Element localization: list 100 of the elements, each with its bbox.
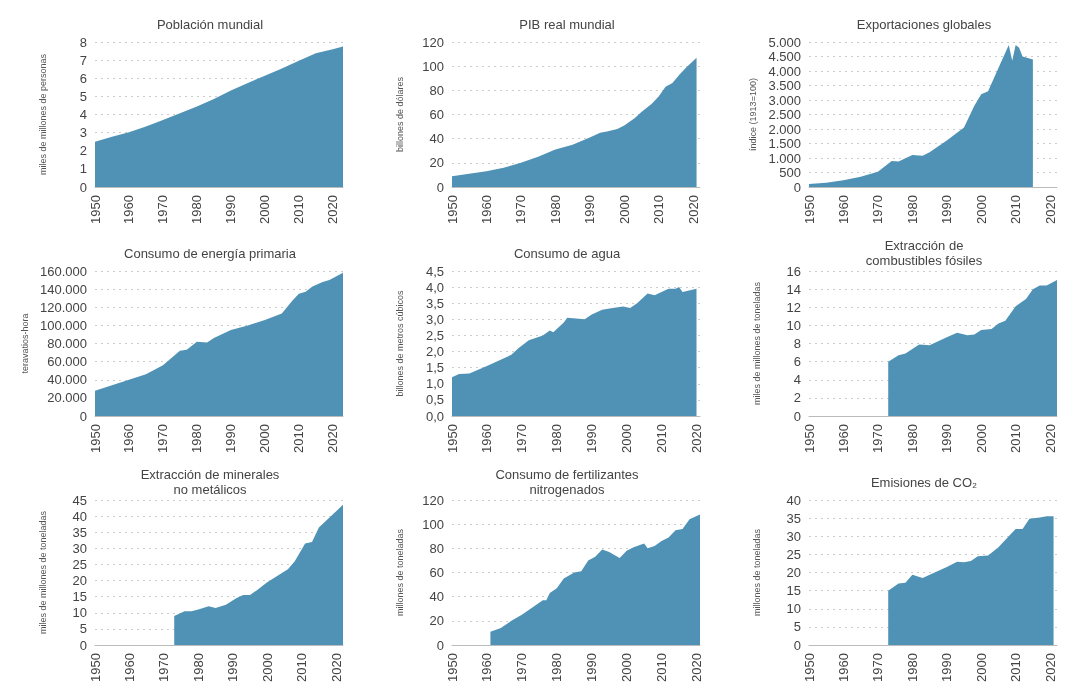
x-tick-label: 2010 bbox=[654, 653, 670, 682]
x-tick-label: 2000 bbox=[973, 195, 989, 224]
y-axis-title: billones de metros cúbicos bbox=[394, 289, 405, 397]
y-tick-label: 1,5 bbox=[425, 360, 444, 376]
x-tick-label: 1950 bbox=[87, 653, 103, 682]
y-tick-label: 3 bbox=[79, 125, 87, 141]
y-tick-label: 100 bbox=[422, 516, 444, 532]
y-tick-label: 100.000 bbox=[40, 317, 87, 333]
y-tick-label: 45 bbox=[72, 492, 87, 508]
y-axis-title: índice (1913=100) bbox=[748, 78, 759, 151]
x-tick-label: 2010 bbox=[291, 195, 307, 224]
x-tick-label: 2000 bbox=[257, 424, 273, 453]
y-tick-label: 10 bbox=[786, 317, 801, 333]
x-tick-label: 1950 bbox=[801, 195, 817, 224]
x-tick-label: 1980 bbox=[904, 424, 920, 453]
x-tick-label: 1960 bbox=[121, 195, 137, 224]
y-tick-label: 5 bbox=[79, 88, 87, 104]
y-tick-label: 20 bbox=[429, 155, 444, 171]
y-tick-label: 0,5 bbox=[425, 392, 444, 408]
y-tick-label: 3.500 bbox=[768, 78, 801, 93]
y-tick-label: 0 bbox=[79, 637, 87, 653]
x-tick-label: 1980 bbox=[190, 653, 206, 682]
x-tick-label: 1970 bbox=[514, 424, 530, 453]
y-tick-label: 160.000 bbox=[40, 263, 87, 279]
x-tick-label: 2010 bbox=[1008, 653, 1024, 682]
x-tick-label: 2010 bbox=[291, 424, 307, 453]
x-tick-label: 1970 bbox=[155, 424, 171, 453]
y-axis-title: miles de millones de toneladas bbox=[751, 281, 762, 406]
x-tick-label: 1980 bbox=[904, 653, 920, 682]
y-tick-label: 4.000 bbox=[768, 63, 801, 79]
y-tick-label: 5 bbox=[79, 621, 87, 637]
y-tick-label: 2,0 bbox=[425, 344, 444, 360]
x-tick-label: 1960 bbox=[479, 424, 495, 453]
x-tick-label: 1980 bbox=[189, 195, 205, 224]
y-tick-label: 0 bbox=[793, 408, 801, 424]
y-axis-title: millones de toneladas bbox=[394, 528, 405, 617]
y-tick-label: 4 bbox=[793, 372, 801, 388]
y-tick-label: 4 bbox=[79, 107, 87, 122]
y-tick-label: 40 bbox=[429, 589, 444, 605]
x-tick-label: 1950 bbox=[444, 653, 460, 682]
x-tick-label: 2010 bbox=[651, 195, 667, 224]
x-tick-label: 1970 bbox=[870, 195, 886, 224]
x-tick-label: 1980 bbox=[904, 195, 920, 224]
x-tick-label: 2020 bbox=[1042, 195, 1058, 224]
chart-title: Emisiones de CO₂ bbox=[870, 475, 978, 490]
x-tick-label: 2010 bbox=[294, 653, 310, 682]
y-tick-label: 25 bbox=[786, 546, 801, 562]
x-tick-label: 1990 bbox=[584, 424, 600, 453]
x-tick-label: 1970 bbox=[513, 195, 529, 224]
x-tick-label: 1950 bbox=[87, 424, 103, 453]
y-tick-label: 1.500 bbox=[768, 136, 801, 151]
y-tick-label: 2,5 bbox=[425, 327, 444, 343]
y-tick-label: 16 bbox=[786, 263, 801, 279]
y-tick-label: 80 bbox=[429, 82, 444, 98]
y-tick-label: 30 bbox=[786, 528, 801, 544]
x-tick-label: 1950 bbox=[444, 195, 460, 224]
x-tick-label: 1960 bbox=[835, 424, 851, 453]
x-tick-label: 1970 bbox=[514, 653, 530, 682]
x-tick-label: 1990 bbox=[223, 424, 239, 453]
y-tick-label: 3.000 bbox=[768, 92, 801, 108]
x-tick-label: 1990 bbox=[939, 424, 955, 453]
chart-title: Extracción de minerales no metálicos bbox=[140, 467, 280, 497]
y-tick-label: 35 bbox=[786, 510, 801, 526]
y-tick-label: 2 bbox=[793, 390, 801, 406]
y-tick-label: 10 bbox=[72, 605, 87, 621]
y-tick-label: 120.000 bbox=[40, 299, 87, 315]
y-tick-label: 6 bbox=[79, 70, 87, 86]
y-tick-label: 2.500 bbox=[768, 107, 801, 122]
x-tick-label: 1960 bbox=[478, 195, 494, 224]
x-tick-label: 2020 bbox=[689, 653, 705, 682]
y-axis-title: billones de dólares bbox=[394, 76, 405, 153]
x-tick-label: 1960 bbox=[121, 653, 137, 682]
x-tick-label: 1980 bbox=[549, 424, 565, 453]
x-tick-label: 1950 bbox=[87, 195, 103, 224]
y-tick-label: 100 bbox=[422, 58, 444, 74]
x-tick-label: 2010 bbox=[654, 424, 670, 453]
y-axis-title: millones de toneladas bbox=[751, 528, 762, 617]
x-tick-label: 2010 bbox=[1008, 424, 1024, 453]
chart-title: Consumo de energía primaria bbox=[124, 246, 297, 261]
y-tick-label: 25 bbox=[72, 556, 87, 572]
x-tick-label: 1980 bbox=[547, 195, 563, 224]
y-tick-label: 0 bbox=[79, 408, 87, 424]
y-tick-label: 40 bbox=[72, 508, 87, 524]
y-tick-label: 20.000 bbox=[47, 390, 87, 406]
y-axis-title: miles de millones de personas bbox=[37, 53, 48, 176]
y-tick-label: 0 bbox=[79, 179, 87, 195]
y-tick-label: 40 bbox=[786, 492, 801, 508]
y-tick-label: 0 bbox=[436, 637, 444, 653]
x-tick-label: 2020 bbox=[689, 424, 705, 453]
y-tick-label: 8 bbox=[793, 336, 801, 351]
y-axis-title: teravatios-hora bbox=[19, 313, 30, 374]
x-tick-label: 1960 bbox=[835, 653, 851, 682]
y-tick-label: 40.000 bbox=[47, 372, 87, 388]
y-tick-label: 1 bbox=[79, 161, 87, 177]
y-tick-label: 15 bbox=[72, 589, 87, 605]
y-tick-label: 5.000 bbox=[768, 34, 801, 50]
y-tick-label: 40 bbox=[429, 131, 444, 147]
y-tick-label: 8 bbox=[79, 34, 87, 50]
x-tick-label: 1990 bbox=[584, 653, 600, 682]
y-tick-label: 60 bbox=[429, 565, 444, 580]
